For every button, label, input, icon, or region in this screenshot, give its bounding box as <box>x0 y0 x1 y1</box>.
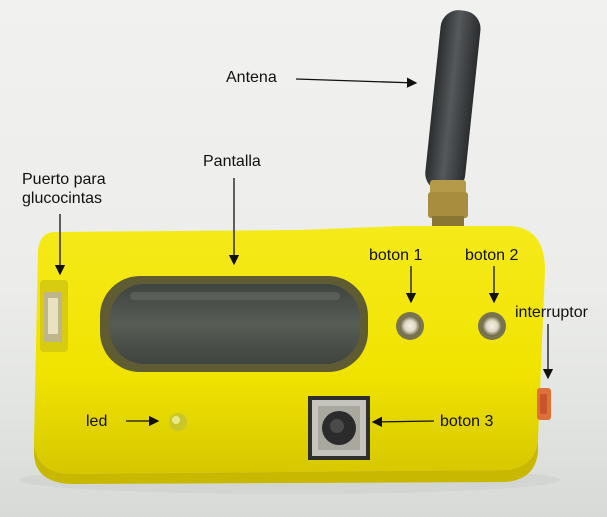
label-antena: Antena <box>226 69 277 86</box>
arrow-boton3 <box>371 416 435 428</box>
label-boton3: boton 3 <box>440 413 494 430</box>
button-3 <box>308 396 370 460</box>
power-switch <box>537 388 551 420</box>
label-boton1: boton 1 <box>369 247 423 264</box>
annotation-arrows <box>54 77 554 428</box>
glucose-strip-port <box>40 280 68 352</box>
label-interruptor: interruptor <box>515 304 588 321</box>
antenna <box>425 10 481 226</box>
label-puerto-line2: glucocintas <box>22 190 103 207</box>
lcd-screen <box>100 276 368 372</box>
led-indicator <box>169 413 187 431</box>
button-2 <box>478 312 506 340</box>
label-pantalla: Pantalla <box>203 153 261 170</box>
button-1 <box>396 312 424 340</box>
label-puerto-line1: Puerto para <box>22 171 106 188</box>
label-led: led <box>86 413 108 430</box>
label-boton2: boton 2 <box>465 247 519 264</box>
label-puerto: Puerto para glucocintas <box>22 170 132 208</box>
arrow-antena <box>295 77 418 88</box>
